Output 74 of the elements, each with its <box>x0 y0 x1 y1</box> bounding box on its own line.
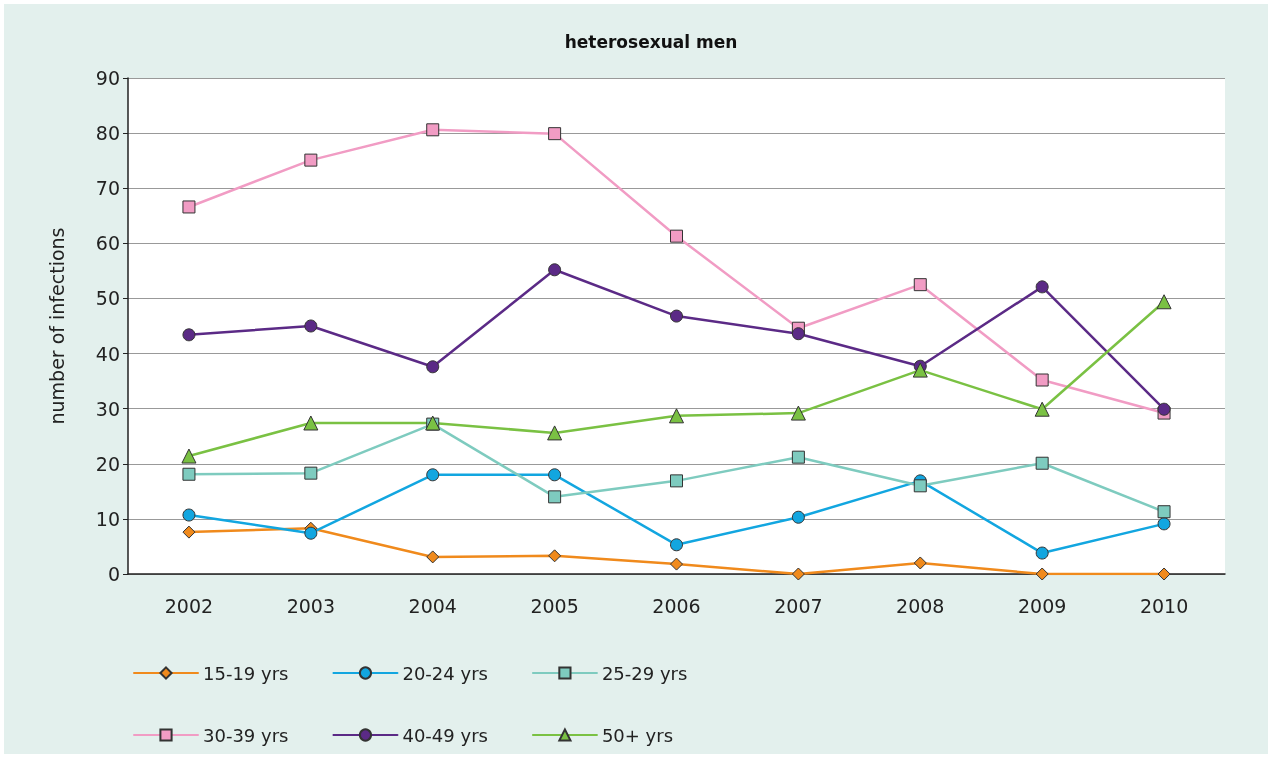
legend-label: 50+ yrs <box>601 724 674 746</box>
point <box>670 557 683 571</box>
point <box>181 448 197 464</box>
y-tick-label: 30 <box>95 397 120 420</box>
x-tick-label: 2006 <box>652 594 701 617</box>
point <box>548 468 562 482</box>
point <box>547 425 563 441</box>
x-tick-label: 2003 <box>286 594 336 617</box>
point <box>913 278 927 292</box>
point <box>791 327 805 341</box>
point <box>548 549 562 563</box>
point <box>303 415 319 431</box>
point <box>426 123 440 137</box>
point <box>1035 280 1049 294</box>
x-tick-label: 2004 <box>408 594 457 617</box>
y-tick-label: 90 <box>95 67 120 89</box>
y-tick-label: 40 <box>95 342 120 365</box>
point <box>913 556 927 570</box>
x-tick-label: 2005 <box>530 594 579 617</box>
point <box>304 319 318 333</box>
point <box>304 526 318 540</box>
point <box>182 467 196 481</box>
point <box>1157 567 1171 581</box>
x-tick-label: 2007 <box>774 594 823 617</box>
legend-label: 15-19 yrs <box>203 662 289 684</box>
point <box>1157 402 1171 416</box>
x-tick-label: 2008 <box>896 594 945 617</box>
y-axis-title: number of infections <box>45 227 68 425</box>
point <box>182 525 196 539</box>
point <box>426 360 440 374</box>
point <box>790 405 806 421</box>
legend-label: 25-29 yrs <box>601 662 688 684</box>
point <box>1034 401 1050 417</box>
point <box>182 328 196 342</box>
legend-label: 40-49 yrs <box>402 724 488 746</box>
point <box>913 479 927 493</box>
point <box>1035 456 1049 470</box>
y-tick-label: 50 <box>95 287 120 310</box>
x-tick-label: 2002 <box>164 594 214 617</box>
point <box>548 490 562 504</box>
point <box>1157 517 1171 531</box>
point <box>670 229 683 243</box>
point <box>1035 373 1049 387</box>
point <box>548 127 562 141</box>
point <box>1156 294 1172 310</box>
x-tick-label: 2009 <box>1017 594 1067 617</box>
point <box>304 466 318 480</box>
point <box>426 550 440 564</box>
point <box>791 450 805 464</box>
point <box>1035 567 1049 581</box>
y-tick-label: 10 <box>95 507 120 530</box>
x-tick-label: 2010 <box>1139 594 1189 617</box>
point <box>548 263 562 277</box>
legend-label: 20-24 yrs <box>402 662 488 684</box>
point <box>670 538 683 552</box>
point <box>791 510 805 524</box>
point <box>182 200 196 214</box>
point <box>426 468 440 482</box>
point <box>669 408 684 424</box>
chart-title: heterosexual men <box>564 31 738 52</box>
point <box>1157 505 1171 519</box>
legend-label: 30-39 yrs <box>203 724 289 746</box>
y-tick-label: 0 <box>107 563 120 585</box>
point <box>182 508 196 522</box>
point <box>912 362 928 378</box>
point <box>670 474 683 488</box>
y-tick-label: 20 <box>95 452 120 475</box>
y-tick-label: 80 <box>95 122 120 145</box>
point <box>791 567 805 581</box>
y-tick-label: 60 <box>95 232 120 255</box>
y-tick-label: 70 <box>95 177 120 200</box>
point <box>670 309 683 323</box>
point <box>1035 546 1049 560</box>
point <box>304 153 318 167</box>
